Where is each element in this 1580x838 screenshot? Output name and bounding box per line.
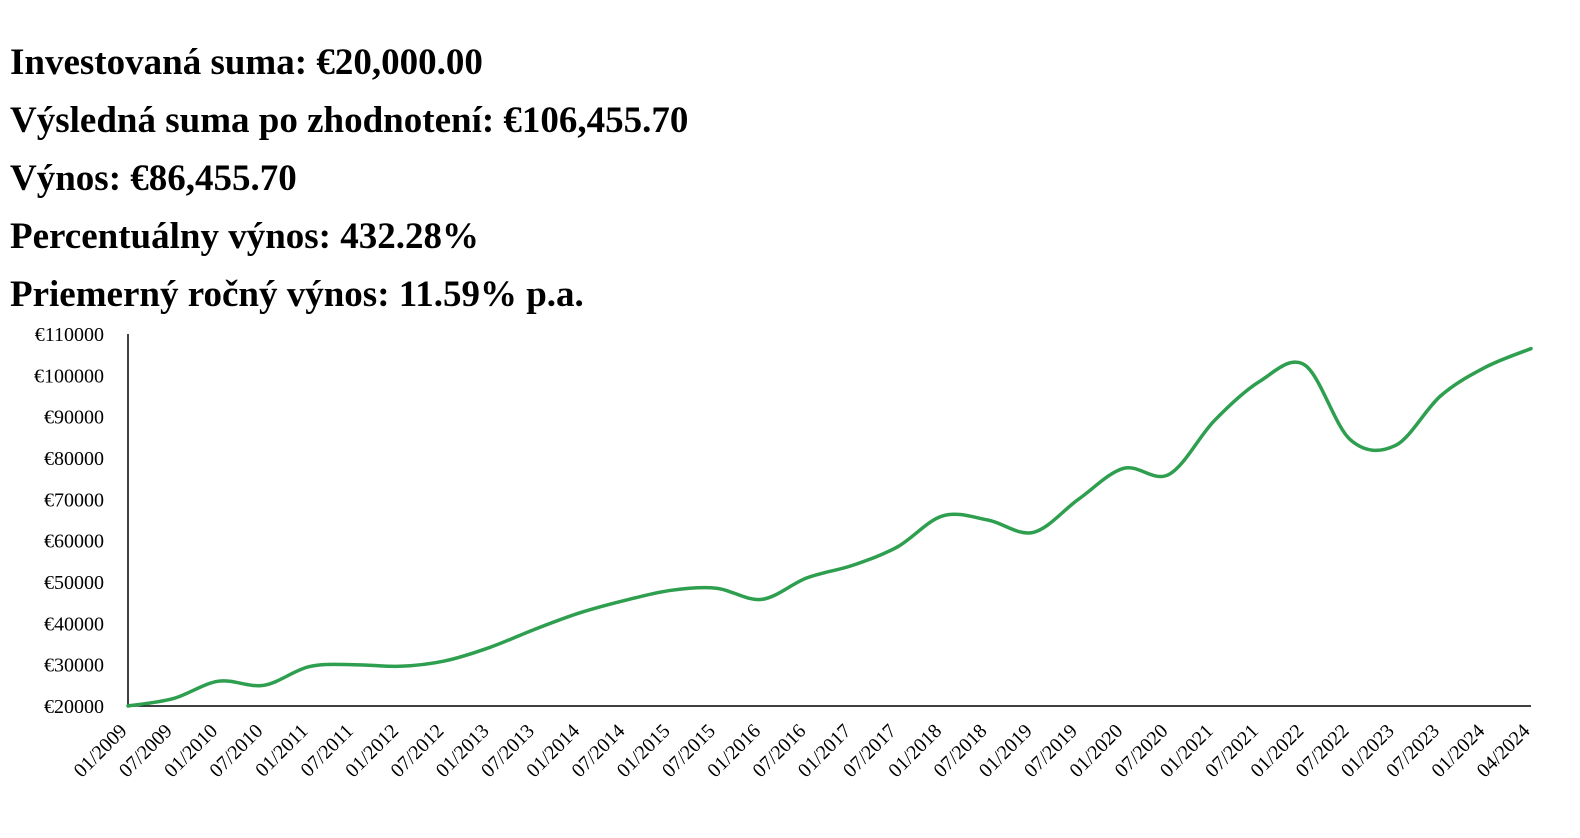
summary-block: Investovaná suma: €20,000.00 Výsledná su…	[10, 34, 688, 324]
final-amount: Výsledná suma po zhodnotení: €106,455.70	[10, 100, 689, 141]
y-axis-ticks: €20000 €30000 €40000 €50000 €60000 €70000 €800…	[34, 324, 104, 718]
y-tick-label: €60000	[44, 531, 104, 553]
y-tick-label: €80000	[44, 448, 104, 470]
series-line	[126, 346, 1533, 708]
annual-return: Priemerný ročný výnos: 11.59% p.a.	[10, 274, 584, 315]
y-tick-label: €30000	[44, 655, 104, 677]
y-tick-label: €110000	[35, 324, 104, 346]
y-tick-label: €70000	[44, 489, 104, 511]
invested-amount: Investovaná suma: €20,000.00	[10, 42, 483, 83]
y-tick-label: €100000	[34, 365, 104, 387]
percent-return: Percentuálny výnos: 432.28%	[10, 216, 480, 257]
x-axis-ticks: 01/200907/200901/201007/201001/201107/20…	[70, 720, 1535, 782]
total-return: Výnos: €86,455.70	[10, 158, 297, 199]
y-tick-label: €20000	[44, 696, 104, 718]
y-tick-label: €90000	[44, 407, 104, 429]
y-tick-label: €40000	[44, 613, 104, 635]
y-tick-label: €50000	[44, 572, 104, 594]
